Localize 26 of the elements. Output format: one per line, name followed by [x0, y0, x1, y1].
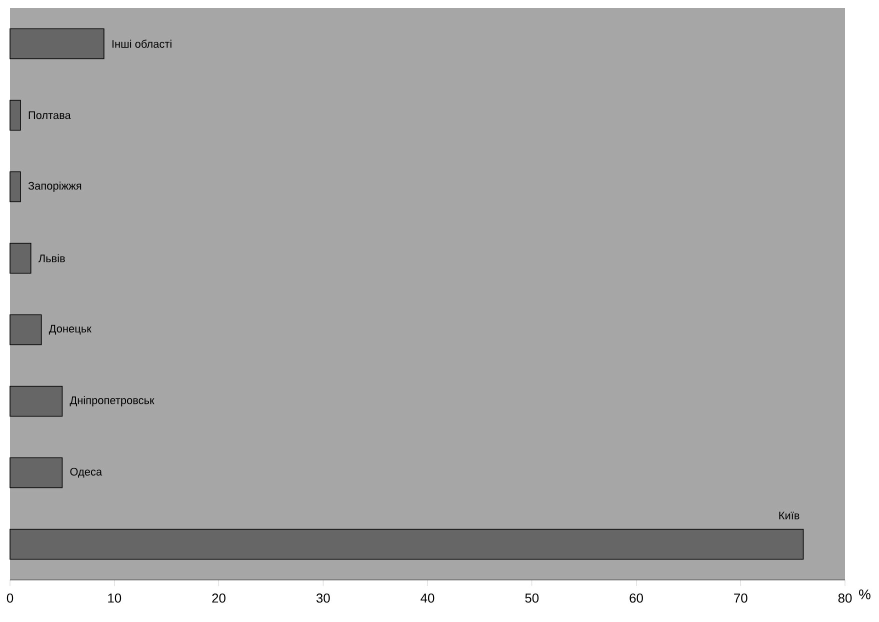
x-tick-label: 70	[734, 594, 748, 603]
x-tick-label: 30	[316, 594, 330, 603]
x-tick-label: 40	[420, 594, 434, 603]
y-tick-label: Київ	[779, 512, 800, 520]
y-tick-label: Дніпропетровськ	[70, 396, 154, 406]
y-tick-label: Полтава	[28, 111, 71, 120]
bar	[10, 528, 804, 560]
x-tick-label: 10	[108, 594, 122, 603]
x-tick-label: 80	[838, 594, 852, 603]
x-tick-label: 20	[212, 594, 226, 603]
x-axis-title: %	[859, 589, 870, 600]
y-tick-label: Одеса	[70, 468, 102, 478]
y-tick-label: Запоріжжя	[28, 182, 82, 192]
y-tick-label: Інші області	[112, 40, 172, 48]
x-tick-label: 60	[630, 594, 643, 603]
y-tick-label: Донецьк	[48, 324, 92, 335]
y-tick-label: Львів	[38, 254, 65, 262]
bar	[10, 100, 21, 131]
bar	[10, 314, 42, 346]
bar	[10, 28, 104, 60]
bar	[10, 386, 63, 417]
bar	[10, 242, 32, 274]
x-tick-label: 50	[525, 594, 539, 603]
x-tick-label: 0	[6, 594, 14, 603]
bar	[10, 171, 21, 202]
bar	[10, 457, 63, 488]
